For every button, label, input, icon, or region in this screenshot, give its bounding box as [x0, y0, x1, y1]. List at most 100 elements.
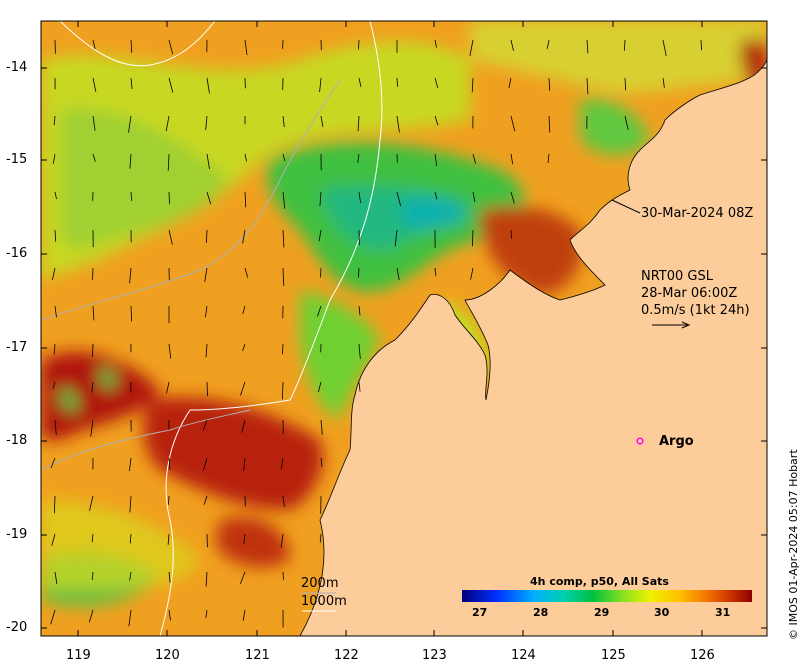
- current-vector: [240, 381, 246, 396]
- colorbar-tick: 28: [533, 606, 549, 619]
- current-vector: [282, 495, 285, 508]
- current-vector: [205, 305, 208, 318]
- current-vector: [280, 457, 284, 470]
- colorbar-tick: 31: [715, 606, 731, 619]
- current-vector: [206, 229, 208, 243]
- colorbar-tick: 30: [654, 606, 670, 619]
- current-vector: [168, 39, 174, 55]
- current-vector: [54, 419, 57, 435]
- current-vector: [242, 609, 246, 621]
- current-vector: [89, 495, 94, 511]
- contour-200m-line: [41, 79, 341, 471]
- current-vector: [434, 153, 438, 167]
- current-vector: [586, 39, 589, 54]
- current-vector: [205, 609, 208, 619]
- current-vector: [167, 153, 170, 171]
- current-vector: [243, 533, 246, 544]
- current-vector: [320, 419, 323, 435]
- current-vector: [586, 77, 589, 95]
- current-vector: [54, 305, 57, 318]
- current-vector: [130, 39, 133, 53]
- current-vector: [91, 533, 94, 543]
- current-vector: [92, 571, 94, 580]
- current-vector: [128, 115, 132, 133]
- copyright-label: © IMOS 01-Apr-2024 05:07 Hobart: [787, 449, 800, 640]
- current-vector: [510, 115, 516, 132]
- current-vector: [396, 267, 400, 281]
- current-vector: [320, 115, 324, 127]
- current-vector: [168, 495, 170, 505]
- current-vectors: [50, 39, 702, 628]
- current-vector: [624, 77, 626, 91]
- current-vector: [470, 267, 474, 280]
- current-vector: [204, 267, 208, 283]
- current-source-label: NRT00 GSL: [641, 269, 713, 284]
- current-vector: [434, 267, 437, 276]
- current-vector: [434, 39, 437, 48]
- current-vector: [168, 571, 171, 583]
- current-vector: [662, 77, 665, 88]
- plot-area: [41, 21, 767, 636]
- lon-label: 125: [601, 648, 626, 663]
- current-vector: [318, 229, 322, 242]
- current-vector: [547, 153, 550, 164]
- current-vector: [168, 229, 173, 245]
- current-vector: [206, 77, 210, 94]
- current-vector: [242, 229, 246, 244]
- argo-marker: [636, 437, 644, 445]
- current-vector: [510, 191, 515, 204]
- current-vector: [54, 191, 57, 200]
- current-vector: [282, 191, 286, 209]
- current-vector: [358, 381, 361, 392]
- lat-label: -16: [6, 246, 28, 261]
- current-vector: [205, 115, 208, 131]
- current-vector: [242, 305, 246, 315]
- land-mass: [299, 21, 767, 636]
- current-vector: [396, 115, 400, 133]
- current-vector: [434, 191, 438, 200]
- current-vector: [50, 457, 56, 469]
- current-vector: [282, 115, 285, 128]
- current-vector: [282, 267, 285, 286]
- current-time-label: 28-Mar 06:00Z: [641, 286, 738, 301]
- current-vector: [52, 381, 56, 389]
- current-vector: [317, 381, 322, 393]
- current-vector: [239, 571, 246, 585]
- current-vector: [510, 39, 514, 51]
- current-vector: [241, 419, 246, 433]
- current-vector: [358, 77, 362, 87]
- lat-label: -20: [6, 620, 28, 635]
- current-vector: [472, 153, 476, 164]
- current-vector: [358, 191, 361, 203]
- current-vector: [128, 609, 132, 627]
- current-vector: [624, 115, 629, 130]
- current-vector: [244, 191, 247, 208]
- current-vector: [396, 77, 398, 87]
- current-vector: [282, 343, 284, 355]
- lon-label: 119: [66, 648, 91, 663]
- current-vector: [54, 495, 56, 514]
- current-vector: [129, 457, 132, 472]
- lon-label: 126: [690, 648, 715, 663]
- current-vector: [319, 533, 322, 543]
- current-vector: [129, 533, 132, 544]
- current-vector: [700, 39, 702, 51]
- current-vector: [434, 77, 439, 89]
- timestamp-pointer: [611, 199, 641, 214]
- current-vector: [244, 39, 248, 56]
- current-vector: [396, 191, 402, 207]
- current-vector: [90, 419, 94, 437]
- lon-label: 123: [422, 648, 447, 663]
- current-vector: [168, 457, 171, 470]
- current-vector: [243, 457, 246, 471]
- current-vector: [546, 39, 550, 49]
- lat-label: -18: [6, 433, 28, 448]
- current-vector: [282, 153, 286, 162]
- colorbar-tick: 29: [594, 606, 610, 619]
- current-vector: [130, 77, 133, 90]
- current-vector: [53, 343, 56, 355]
- axis-ticks: [41, 21, 767, 636]
- colorbar-title: 4h comp, p50, All Sats: [530, 575, 669, 588]
- current-vector: [92, 39, 96, 50]
- current-vector: [51, 533, 56, 546]
